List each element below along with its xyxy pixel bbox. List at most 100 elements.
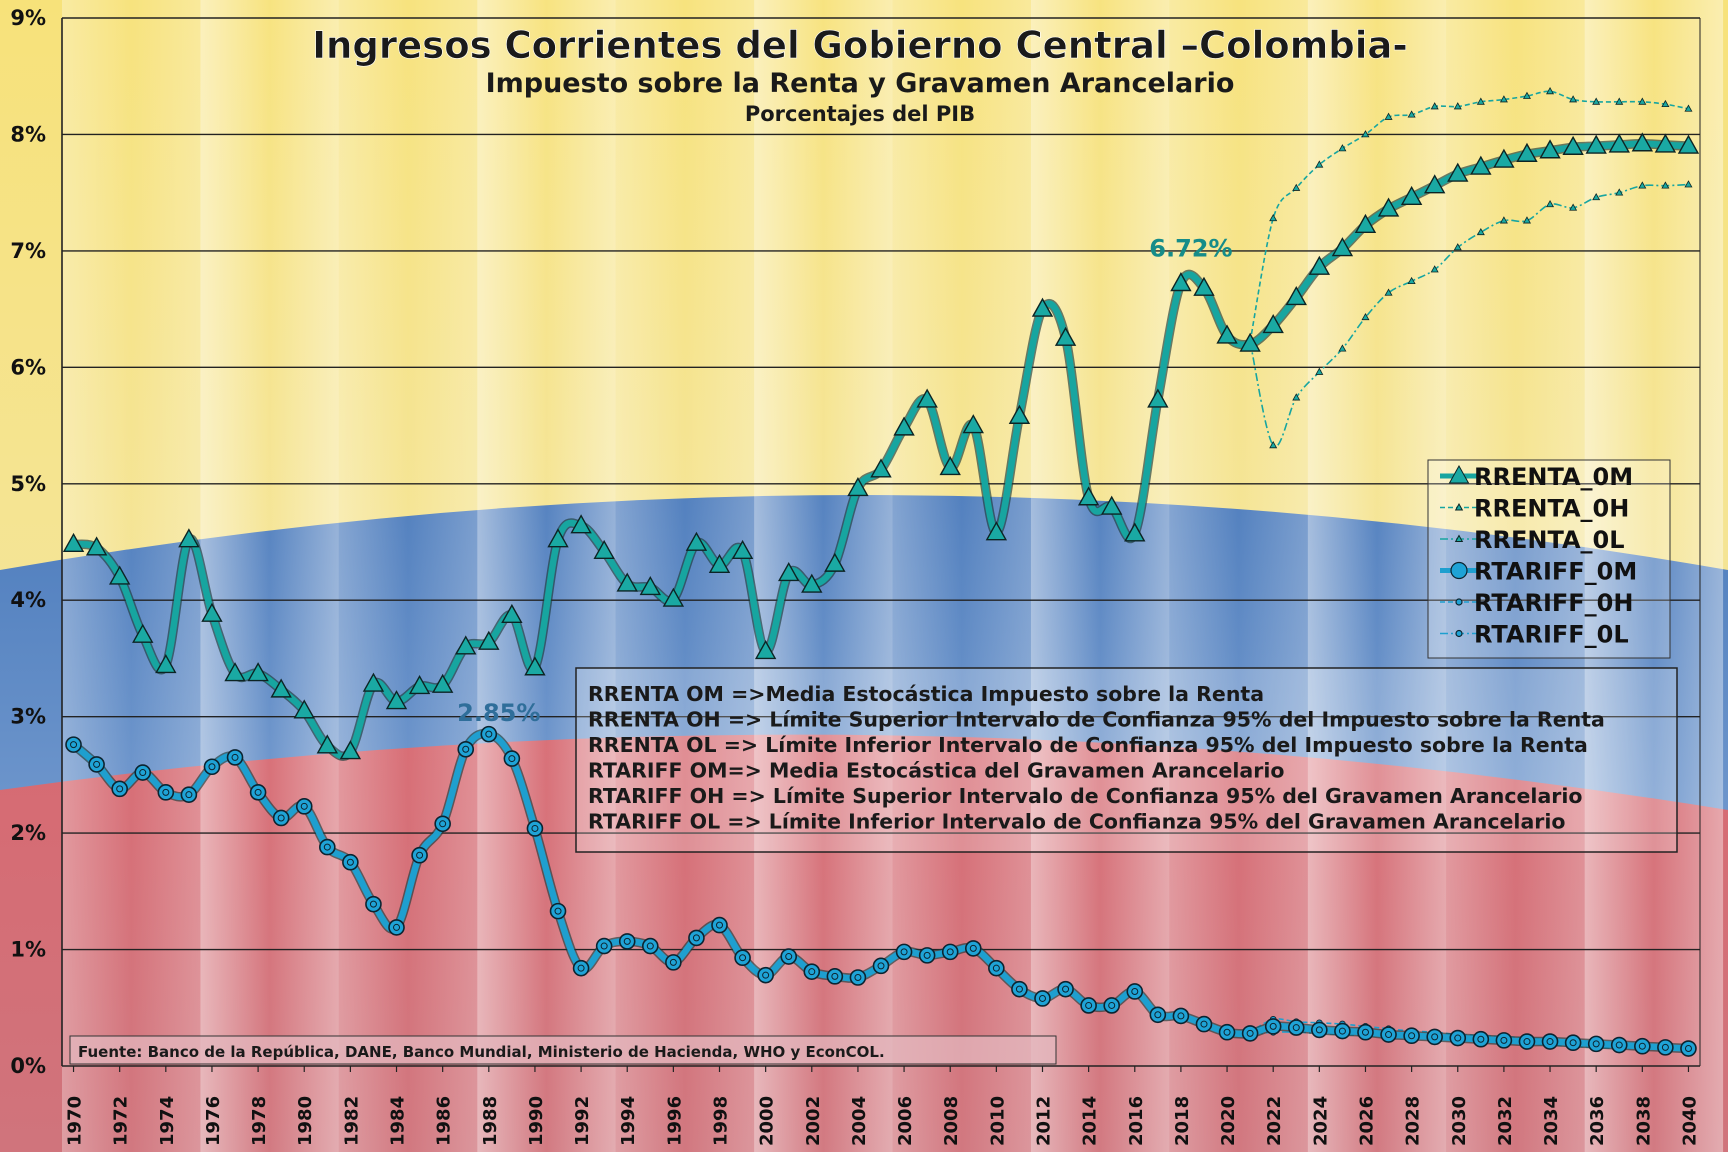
data-point-marker (270, 678, 292, 698)
data-point-marker (1654, 133, 1677, 153)
data-point-marker-inner (1062, 985, 1070, 993)
data-point-marker-inner (1361, 1028, 1369, 1036)
data-point-marker (342, 853, 359, 871)
legend-swatch-marker (1455, 598, 1463, 606)
data-point-marker (688, 929, 705, 947)
x-tick-label: 1984 (388, 1096, 409, 1146)
data-point-marker (1585, 134, 1607, 154)
note-line: RTARIFF OL => Límite Inferior Intervalo … (588, 810, 1566, 834)
data-point-marker (1522, 216, 1531, 224)
data-point-marker (178, 528, 200, 548)
data-point-marker (88, 756, 105, 773)
x-tick-label: 2038 (1633, 1096, 1654, 1146)
data-point-marker (1522, 91, 1531, 99)
data-point-marker-inner (762, 971, 770, 979)
data-point-marker (1453, 243, 1462, 251)
data-point-marker-inner (577, 964, 585, 972)
data-point-marker (731, 539, 754, 560)
data-point-marker (1472, 1030, 1490, 1048)
y-tick-label: 8% (10, 122, 46, 146)
data-point-marker-inner (93, 760, 101, 768)
source-text: Fuente: Banco de la República, DANE, Ban… (78, 1043, 885, 1061)
x-tick-label: 2028 (1403, 1096, 1424, 1146)
data-point-marker-inner (231, 753, 239, 761)
y-tick-label: 2% (10, 821, 46, 845)
data-point-marker (1124, 522, 1146, 542)
data-point-marker (411, 846, 428, 864)
data-point-marker-inner (1431, 1033, 1439, 1041)
data-point-marker (549, 902, 567, 920)
data-point-marker (962, 414, 984, 434)
legend-label: RTARIFF_0M (1474, 558, 1637, 586)
data-point-marker-inner (416, 851, 424, 859)
data-point-marker (570, 514, 592, 534)
legend-swatch-marker (1450, 561, 1468, 580)
data-point-marker (1269, 213, 1278, 222)
x-tick-label: 2004 (849, 1096, 870, 1146)
data-point-marker (1638, 97, 1647, 105)
data-point-marker (1587, 1035, 1605, 1053)
data-point-marker-inner (1569, 1039, 1577, 1047)
legend-label: RTARIFF_0H (1474, 589, 1633, 617)
data-point-marker (1430, 102, 1439, 110)
data-point-marker-inner (946, 948, 954, 956)
x-tick-label: 2010 (987, 1096, 1008, 1146)
data-point-marker (711, 916, 728, 934)
data-point-marker (480, 725, 498, 743)
data-point-marker (224, 662, 246, 682)
data-point-marker (526, 820, 544, 837)
data-point-marker-inner (1661, 1043, 1669, 1051)
data-point-marker (1077, 486, 1100, 506)
data-point-marker-inner (1592, 1040, 1600, 1048)
data-point-marker (1684, 180, 1693, 188)
data-point-marker (1361, 312, 1370, 321)
data-point-marker (226, 749, 244, 766)
data-point-marker (478, 630, 500, 650)
data-point-marker (1546, 199, 1555, 208)
data-point-marker (1592, 193, 1601, 201)
data-point-marker (1680, 1040, 1697, 1057)
y-tick-label: 6% (10, 355, 46, 379)
data-point-marker-inner (600, 942, 608, 950)
data-point-marker (1615, 188, 1624, 196)
data-point-marker-inner (1038, 994, 1046, 1002)
data-point-marker-inner (1454, 1034, 1462, 1042)
data-point-marker (1400, 185, 1423, 206)
notes-box-frame (575, 667, 1678, 853)
x-tick-label: 1978 (249, 1096, 270, 1146)
data-point-marker (1518, 1033, 1536, 1050)
data-point-marker (408, 674, 431, 695)
data-point-marker (155, 653, 177, 674)
data-point-marker (847, 477, 869, 497)
legend-entry: RRENTA_0H (1440, 495, 1629, 523)
x-tick-label: 2002 (803, 1096, 824, 1146)
data-point-marker (641, 937, 659, 955)
source-box-frame (69, 1035, 1057, 1065)
data-point-marker (1380, 1026, 1397, 1043)
data-point-marker-inner (716, 921, 724, 929)
data-point-marker (272, 809, 290, 827)
data-point-marker (1499, 95, 1508, 103)
legend-entry: RRENTA_0M (1440, 463, 1633, 491)
data-point-marker (316, 734, 339, 754)
note-line: RRENTA OH => Límite Superior Intervalo d… (588, 708, 1605, 732)
data-point-marker (1269, 441, 1278, 449)
data-point-marker (1239, 332, 1261, 352)
data-point-marker (985, 521, 1008, 541)
data-point-marker (916, 388, 938, 408)
data-point-marker (501, 603, 523, 624)
x-tick-label: 1990 (526, 1096, 547, 1146)
data-point-marker (1334, 1022, 1351, 1040)
data-point-marker (1661, 99, 1670, 108)
data-point-marker-inner (277, 814, 285, 822)
data-point-marker (595, 937, 613, 955)
x-tick-label: 2040 (1679, 1096, 1700, 1146)
data-point-marker (1562, 135, 1584, 155)
data-point-marker (1218, 1023, 1236, 1041)
data-point-marker (1338, 344, 1347, 352)
data-point-marker-inner (1638, 1042, 1646, 1050)
y-tick-label: 1% (10, 938, 46, 962)
data-point-marker (1384, 112, 1393, 120)
data-point-marker (1430, 265, 1439, 273)
data-point-marker (1147, 388, 1169, 408)
